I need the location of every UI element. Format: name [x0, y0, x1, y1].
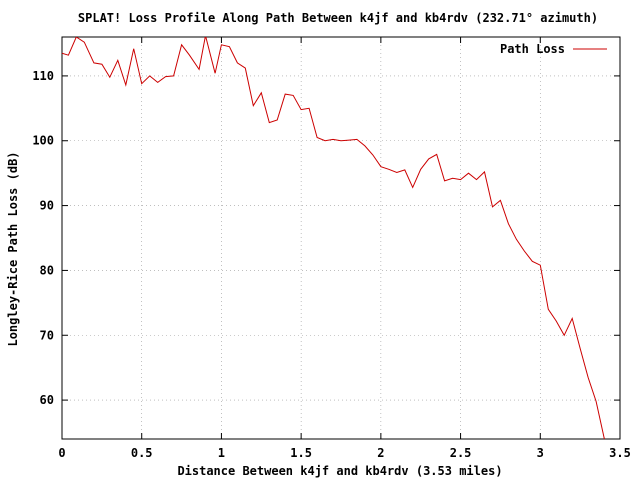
x-tick-label: 3	[537, 446, 544, 460]
x-axis-label: Distance Between k4jf and kb4rdv (3.53 m…	[177, 464, 502, 478]
y-tick-label: 60	[40, 393, 54, 407]
x-tick-label: 0.5	[131, 446, 153, 460]
x-tick-label: 2	[377, 446, 384, 460]
x-axis-ticks: 0 0.5 1 1.5 2 2.5 3 3.5	[58, 37, 631, 460]
x-tick-label: 0	[58, 446, 65, 460]
legend: Path Loss	[500, 42, 607, 56]
chart-title: SPLAT! Loss Profile Along Path Between k…	[78, 11, 598, 25]
y-axis-label: Longley-Rice Path Loss (dB)	[6, 151, 20, 346]
y-tick-label: 90	[40, 199, 54, 213]
legend-label: Path Loss	[500, 42, 565, 56]
y-tick-label: 100	[32, 134, 54, 148]
x-tick-label: 1	[218, 446, 225, 460]
x-tick-label: 1.5	[290, 446, 312, 460]
x-tick-label: 3.5	[609, 446, 631, 460]
y-tick-label: 80	[40, 263, 54, 277]
y-tick-label: 110	[32, 69, 54, 83]
plot-frame	[61, 36, 621, 440]
y-axis-ticks: 60 70 80 90 100 110	[32, 69, 620, 407]
y-tick-label: 70	[40, 328, 54, 342]
x-tick-label: 2.5	[450, 446, 472, 460]
grid-lines	[62, 37, 620, 439]
path-loss-line	[62, 37, 605, 439]
